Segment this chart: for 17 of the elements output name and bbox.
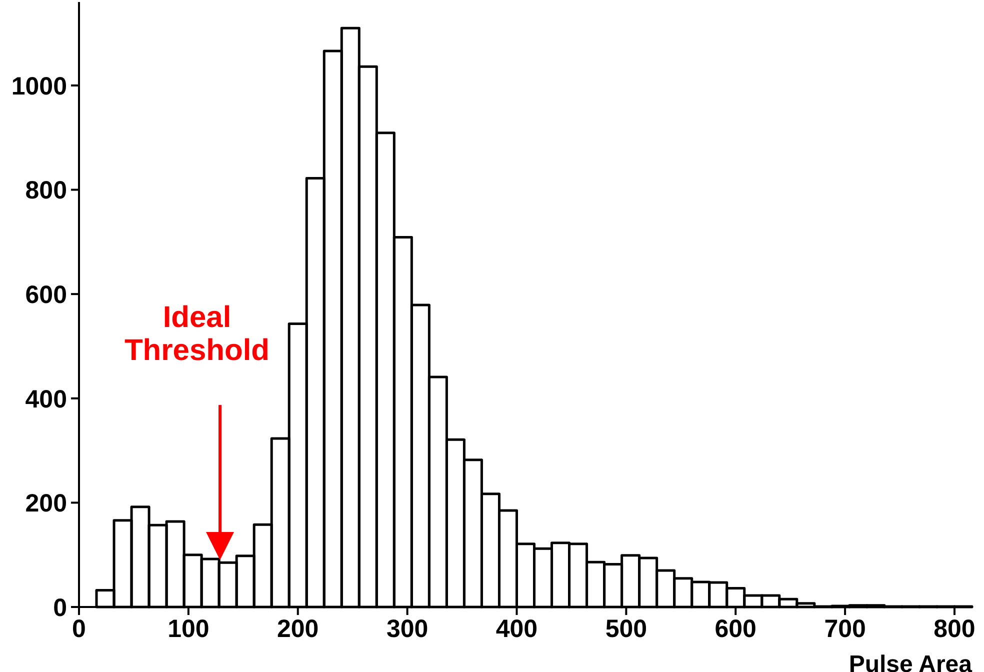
y-tick-label: 400 [25,385,67,414]
x-tick-label: 800 [934,614,976,643]
y-tick-label: 200 [25,490,67,518]
x-tick-label: 300 [386,614,428,643]
x-axis-title: Pulse Area [848,651,973,672]
annotation: Ideal Threshold [124,301,270,367]
x-tick-label: 200 [277,614,319,643]
y-tick-label: 1000 [11,72,67,100]
x-tick-label: 400 [496,614,538,643]
y-tick-label: 800 [25,176,67,205]
x-tick-label: 100 [168,614,210,643]
x-tick-label: 700 [824,614,866,643]
x-tick-label: 0 [72,614,86,643]
x-tick-label: 500 [605,614,648,643]
y-tick-label: 0 [53,594,67,622]
x-tick-label: 600 [714,614,756,643]
y-tick-label: 600 [25,280,67,309]
